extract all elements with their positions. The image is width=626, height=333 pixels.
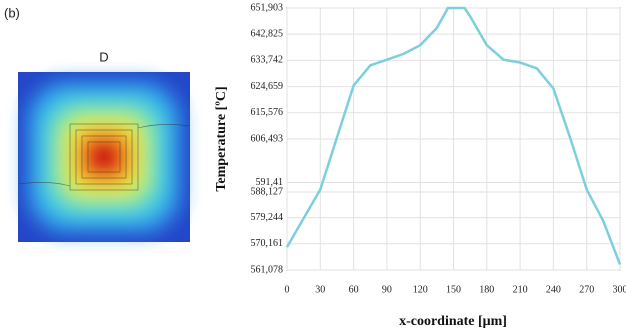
x-tick-label: 30	[315, 284, 325, 295]
y-tick-label: 651,903	[251, 2, 284, 13]
x-tick-label: 150	[446, 284, 461, 295]
y-tick-label: 588,127	[251, 186, 284, 197]
x-tick-label: 60	[349, 284, 359, 295]
y-tick-label: 570,161	[251, 238, 284, 249]
x-tick-label: 180	[479, 284, 494, 295]
data-line	[285, 6, 622, 265]
x-axis-label: x-coordinate [μm]	[399, 314, 507, 329]
heat-map	[17, 72, 191, 242]
x-tick-label: 0	[285, 284, 290, 295]
y-tick-label: 615,576	[251, 107, 284, 118]
y-tick-label: 633,742	[251, 55, 284, 66]
x-tick-label: 90	[382, 284, 392, 295]
y-tick-label: 624,659	[251, 81, 284, 92]
y-axis-label: Temperature [ºC]	[214, 86, 229, 191]
x-tick-label: 120	[413, 284, 428, 295]
image-label: D	[99, 49, 108, 64]
y-tick-label: 642,825	[251, 28, 284, 39]
x-tick-label: 210	[513, 284, 528, 295]
y-tick-label: 606,493	[251, 133, 284, 144]
y-tick-label: 591,41	[256, 177, 284, 188]
panel-label: (b)	[4, 5, 20, 20]
y-tick-label: 561,078	[251, 264, 284, 275]
x-tick-label: 270	[579, 284, 594, 295]
x-tick-label: 300	[613, 284, 626, 295]
y-tick-label: 579,244	[251, 212, 284, 223]
x-tick-label: 240	[546, 284, 561, 295]
